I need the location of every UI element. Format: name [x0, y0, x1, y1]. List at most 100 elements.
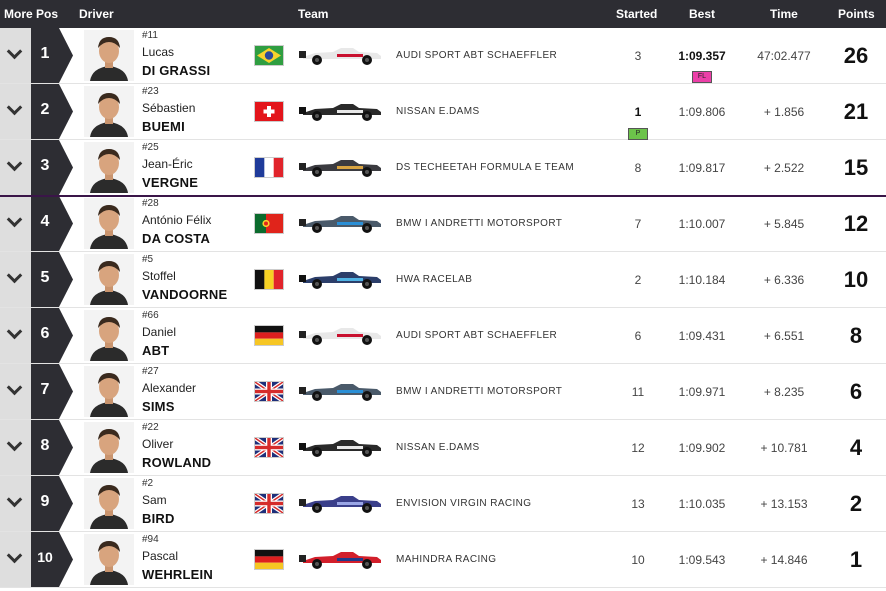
points: 12	[843, 211, 869, 236]
points: 10	[843, 267, 869, 292]
switzerland-flag-icon	[255, 102, 283, 121]
chevron-down-icon	[6, 267, 23, 284]
grid-start: 8	[634, 161, 642, 175]
position-cell: 2	[31, 84, 73, 139]
header-pos: Pos	[36, 7, 59, 21]
position-cell: 7	[31, 364, 73, 419]
driver-last-name: ABT	[142, 343, 170, 358]
chevron-down-icon	[6, 323, 23, 340]
best-lap: 1:09.431	[678, 329, 726, 343]
driver-photo	[84, 478, 134, 529]
header-driver: Driver	[79, 7, 114, 21]
best-lap: 1:10.035	[678, 497, 726, 511]
points: 8	[849, 323, 863, 348]
table-row: 1 #11 Lucas DI GRASSI AUDI SPORT ABT SCH…	[0, 28, 886, 84]
car-image	[299, 384, 381, 401]
driver-first-name: António Félix	[142, 213, 212, 227]
header-team: Team	[298, 7, 329, 21]
driver-first-name: Sébastien	[142, 101, 196, 115]
table-row: 10 #94 Pascal WEHRLEIN MAHINDRA RACING 1…	[0, 532, 886, 588]
position-number: 6	[40, 325, 50, 342]
expand-row-button[interactable]	[0, 84, 31, 139]
expand-row-button[interactable]	[0, 364, 31, 419]
grid-start: 12	[631, 441, 645, 455]
race-time: + 2.522	[763, 161, 805, 175]
expand-row-button[interactable]	[0, 476, 31, 531]
driver-photo	[84, 198, 134, 249]
table-row: 8 #22 Oliver ROWLAND NISSAN E.DAMS 12	[0, 420, 886, 476]
race-time: 47:02.477	[757, 49, 811, 63]
driver-last-name: SIMS	[142, 399, 175, 414]
pole-position-badge: P	[628, 128, 648, 140]
chevron-down-icon	[6, 547, 23, 564]
chevron-down-icon	[6, 43, 23, 60]
chevron-down-icon	[6, 491, 23, 508]
position-number: 3	[40, 157, 50, 174]
grid-start: 13	[631, 497, 645, 511]
grid-start: 7	[634, 217, 642, 231]
driver-first-name: Pascal	[142, 549, 179, 563]
team-name: DS TECHEETAH FORMULA E TEAM	[396, 162, 575, 173]
position-cell: 8	[31, 420, 73, 475]
car-image	[299, 48, 381, 65]
team-name: HWA RACELAB	[396, 274, 473, 285]
car-image	[299, 104, 381, 121]
expand-row-button[interactable]	[0, 308, 31, 363]
driver-last-name: BIRD	[142, 511, 175, 526]
header-best: Best	[689, 7, 716, 21]
table-row: 4 #28 António Félix DA COSTA BMW I ANDRE…	[0, 196, 886, 252]
brazil-flag-icon	[255, 46, 283, 65]
car-image	[299, 272, 381, 289]
best-lap: 1:09.902	[678, 441, 726, 455]
driver-last-name: VERGNE	[142, 175, 199, 190]
germany-flag-icon	[255, 326, 283, 345]
table-row: 7 #27 Alexander SIMS BMW I ANDRETTI MOTO…	[0, 364, 886, 420]
belgium-flag-icon	[255, 270, 283, 289]
car-image	[299, 328, 381, 345]
points: 26	[843, 43, 869, 68]
position-cell: 4	[31, 196, 73, 251]
race-time: + 1.856	[763, 105, 805, 119]
team-name: NISSAN E.DAMS	[396, 442, 480, 453]
expand-row-button[interactable]	[0, 420, 31, 475]
team-name: MAHINDRA RACING	[396, 554, 497, 565]
grid-start: 10	[631, 553, 645, 567]
best-lap: 1:09.817	[678, 161, 726, 175]
grid-start: 3	[634, 49, 642, 63]
car-image	[299, 216, 381, 233]
driver-first-name: Daniel	[142, 325, 177, 339]
position-number: 10	[37, 549, 53, 565]
qualification-divider	[0, 195, 886, 197]
header-started: Started	[616, 7, 658, 21]
driver-photo	[84, 254, 134, 305]
team-name: NISSAN E.DAMS	[396, 106, 480, 117]
driver-first-name: Sam	[142, 493, 167, 507]
expand-row-button[interactable]	[0, 140, 31, 195]
grid-start: 11	[631, 385, 645, 399]
position-number: 9	[40, 493, 50, 510]
uk-flag-icon	[255, 494, 283, 513]
expand-row-button[interactable]	[0, 252, 31, 307]
points: 4	[849, 435, 863, 460]
driver-number: #22	[142, 422, 159, 433]
position-number: 7	[40, 381, 50, 398]
position-number: 8	[40, 437, 50, 454]
driver-first-name: Lucas	[142, 45, 175, 59]
points: 1	[849, 547, 863, 572]
team-name: ENVISION VIRGIN RACING	[396, 498, 532, 509]
race-time: + 6.551	[763, 329, 805, 343]
position-number: 4	[40, 213, 50, 230]
grid-start: 6	[634, 329, 642, 343]
driver-first-name: Oliver	[142, 437, 174, 451]
uk-flag-icon	[255, 438, 283, 457]
driver-photo	[84, 422, 134, 473]
germany-flag-icon	[255, 550, 283, 569]
best-lap: 1:09.971	[678, 385, 726, 399]
driver-photo	[84, 366, 134, 417]
expand-row-button[interactable]	[0, 532, 31, 587]
expand-row-button[interactable]	[0, 196, 31, 251]
table-row: 6 #66 Daniel ABT AUDI SPORT ABT SCHAEFFL…	[0, 308, 886, 364]
position-cell: 5	[31, 252, 73, 307]
expand-row-button[interactable]	[0, 28, 31, 83]
driver-last-name: VANDOORNE	[142, 287, 228, 302]
